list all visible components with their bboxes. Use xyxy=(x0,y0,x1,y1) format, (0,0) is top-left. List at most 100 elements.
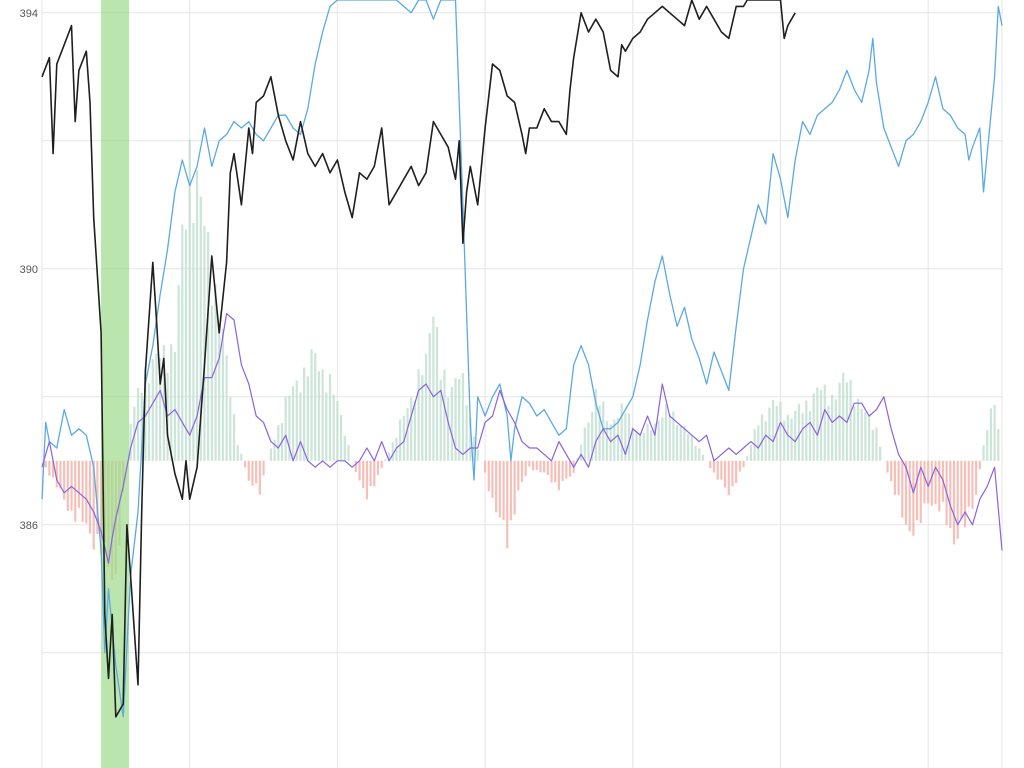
histogram-bar-negative xyxy=(531,460,535,471)
histogram-bar-negative xyxy=(956,460,959,539)
histogram-bar-positive xyxy=(447,397,450,461)
histogram-bar-negative xyxy=(554,460,557,483)
histogram-bar-positive xyxy=(347,444,350,461)
y-tick-label: 390 xyxy=(20,264,38,276)
histogram-bar-positive xyxy=(602,401,605,461)
histogram-bar-negative xyxy=(930,460,933,506)
histogram-bar-negative xyxy=(251,460,254,486)
histogram-bar-positive xyxy=(177,284,180,461)
histogram-bar-positive xyxy=(819,390,823,461)
histogram-bar-positive xyxy=(413,400,417,461)
histogram-bar-negative xyxy=(923,460,926,504)
histogram-bar-positive xyxy=(328,374,332,461)
series-layer xyxy=(41,0,1003,718)
histogram-bar-positive xyxy=(631,426,634,461)
histogram-bar-positive xyxy=(421,375,424,461)
histogram-bar-positive xyxy=(816,387,819,461)
histogram-bar-positive xyxy=(657,420,660,461)
histogram-bar-positive xyxy=(701,454,705,461)
histogram-bar-positive xyxy=(140,392,143,461)
histogram-layer xyxy=(44,139,1000,581)
histogram-bar-negative xyxy=(258,460,261,495)
histogram-bar-negative xyxy=(369,460,372,486)
histogram-bar-positive xyxy=(387,452,391,461)
histogram-bar-positive xyxy=(790,418,793,461)
histogram-bar-negative xyxy=(524,460,527,477)
histogram-bar-negative xyxy=(373,460,376,487)
histogram-bar-positive xyxy=(794,410,797,461)
histogram-bar-positive xyxy=(399,419,402,461)
histogram-bar-negative xyxy=(59,460,62,489)
histogram-bar-positive xyxy=(184,229,188,461)
histogram-bar-negative xyxy=(967,460,970,507)
histogram-bar-positive xyxy=(476,449,479,461)
histogram-bar-positive xyxy=(232,414,236,461)
histogram-bar-positive xyxy=(635,430,638,461)
histogram-bar-positive xyxy=(827,405,830,461)
histogram-bar-positive xyxy=(325,392,328,461)
histogram-bar-negative xyxy=(509,460,513,521)
histogram-bar-positive xyxy=(624,413,627,461)
histogram-bar-positive xyxy=(173,351,177,461)
histogram-bar-positive xyxy=(461,372,465,461)
histogram-bar-negative xyxy=(255,460,258,484)
histogram-bar-negative xyxy=(971,460,974,509)
histogram-bar-positive xyxy=(432,316,435,461)
histogram-bar-positive xyxy=(598,405,601,461)
histogram-bar-positive xyxy=(291,386,295,461)
histogram-bar-negative xyxy=(731,460,734,487)
histogram-bar-positive xyxy=(339,415,343,461)
histogram-bar-negative xyxy=(975,460,978,495)
histogram-bar-negative xyxy=(912,460,915,536)
histogram-bar-negative xyxy=(539,460,542,473)
histogram-bar-positive xyxy=(218,326,221,461)
histogram-bar-negative xyxy=(927,460,930,504)
histogram-bar-positive xyxy=(384,459,387,461)
histogram-bar-positive xyxy=(269,448,273,461)
histogram-bar-positive xyxy=(771,399,775,461)
histogram-bar-positive xyxy=(321,369,324,461)
histogram-bar-positive xyxy=(166,372,169,461)
histogram-bar-positive xyxy=(757,425,760,461)
histogram-bar-negative xyxy=(565,460,568,479)
histogram-bar-positive xyxy=(450,386,453,461)
histogram-bar-negative xyxy=(487,460,490,492)
histogram-bar-positive xyxy=(591,412,594,461)
histogram-bar-negative xyxy=(362,460,365,489)
histogram-bar-negative xyxy=(919,460,922,523)
histogram-bar-negative xyxy=(716,460,719,480)
histogram-bar-positive xyxy=(576,458,579,461)
histogram-bar-negative xyxy=(491,460,494,498)
histogram-bar-negative xyxy=(949,460,952,528)
histogram-bar-negative xyxy=(74,460,77,522)
histogram-bar-positive xyxy=(679,425,682,461)
histogram-bar-negative xyxy=(561,460,564,482)
histogram-bar-positive xyxy=(982,445,985,461)
histogram-bar-positive xyxy=(650,430,653,461)
histogram-bar-negative xyxy=(495,460,498,513)
histogram-bar-positive xyxy=(343,435,346,461)
histogram-bar-positive xyxy=(646,423,649,461)
histogram-bar-positive xyxy=(417,369,420,461)
histogram-bar-positive xyxy=(842,372,845,461)
histogram-bar-negative xyxy=(77,460,81,508)
histogram-bar-positive xyxy=(314,353,317,461)
histogram-bar-negative xyxy=(70,460,73,511)
histogram-bar-positive xyxy=(188,139,191,461)
histogram-bar-positive xyxy=(856,398,860,461)
histogram-bar-positive xyxy=(698,448,701,461)
histogram-bar-negative xyxy=(712,460,716,473)
histogram-bar-positive xyxy=(668,413,671,461)
histogram-bar-negative xyxy=(904,460,908,525)
histogram-bar-negative xyxy=(543,460,546,473)
histogram-bar-positive xyxy=(583,427,586,461)
histogram-bar-positive xyxy=(805,400,808,461)
histogram-bar-positive xyxy=(812,393,815,461)
histogram-bar-negative xyxy=(738,460,741,472)
histogram-bar-negative xyxy=(709,460,712,469)
histogram-bar-positive xyxy=(144,366,147,461)
histogram-bar-negative xyxy=(243,460,247,468)
histogram-bar-positive xyxy=(587,422,590,461)
histogram-bar-negative xyxy=(48,460,51,476)
